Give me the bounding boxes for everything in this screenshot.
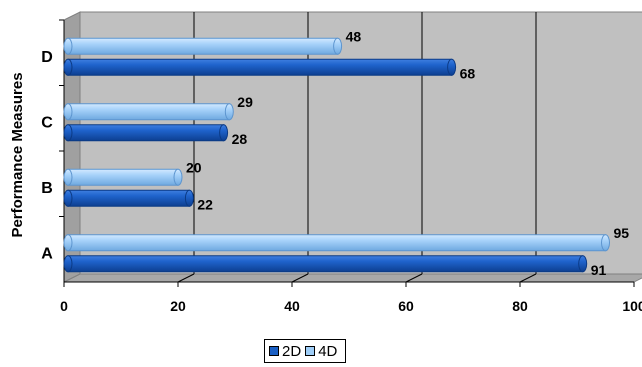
y-axis-title: Performance Measures — [9, 72, 26, 237]
data-label-2d-b: 22 — [197, 196, 213, 212]
bar-4d-a — [63, 234, 610, 252]
gridline-floor — [177, 273, 195, 283]
plot-area: 0 20 40 60 80 100 A B C D — [41, 11, 642, 314]
x-tick-label: 60 — [398, 298, 414, 314]
bar-2d-d — [63, 58, 457, 76]
plot-back-wall — [79, 11, 642, 275]
bar-2d-b — [63, 189, 194, 207]
x-tick-label: 0 — [60, 298, 68, 314]
x-tick-label: 80 — [512, 298, 528, 314]
legend: 2D 4D — [264, 339, 347, 363]
bar-4d-d — [63, 37, 343, 55]
bar-2d-c — [63, 124, 229, 142]
x-tick-label: 20 — [170, 298, 186, 314]
data-label-2d-c: 28 — [232, 131, 248, 147]
data-label-2d-d: 68 — [460, 65, 476, 81]
legend-label-4d: 4D — [318, 342, 338, 360]
bar-4d-c — [63, 103, 234, 121]
legend-item-2d: 2D — [269, 343, 301, 360]
x-tick-label: 100 — [622, 298, 642, 314]
chart-marks: 95 91 20 22 29 28 48 68 — [63, 28, 630, 278]
data-label-4d-d: 48 — [346, 28, 362, 44]
data-label-4d-c: 29 — [237, 94, 253, 110]
data-label-4d-b: 20 — [186, 159, 202, 175]
y-tick-label: B — [41, 180, 53, 197]
data-label-2d-a: 91 — [591, 262, 607, 278]
y-tick-label: D — [41, 49, 53, 66]
data-label-4d-a: 95 — [614, 225, 630, 241]
gridline-floor — [519, 273, 537, 283]
bar-2d-a — [63, 255, 588, 273]
legend-swatch-2d — [269, 346, 279, 356]
plot-floor — [63, 273, 642, 283]
legend-label-2d: 2D — [282, 342, 302, 360]
gridline-floor — [291, 273, 309, 283]
bar-4d-b — [63, 168, 183, 186]
legend-swatch-4d — [305, 346, 316, 356]
y-tick-label: A — [41, 245, 53, 262]
y-tick-label: C — [41, 114, 53, 131]
legend-item-4d: 4D — [305, 343, 337, 360]
x-tick-label: 40 — [284, 298, 300, 314]
gridline-floor — [405, 273, 423, 283]
